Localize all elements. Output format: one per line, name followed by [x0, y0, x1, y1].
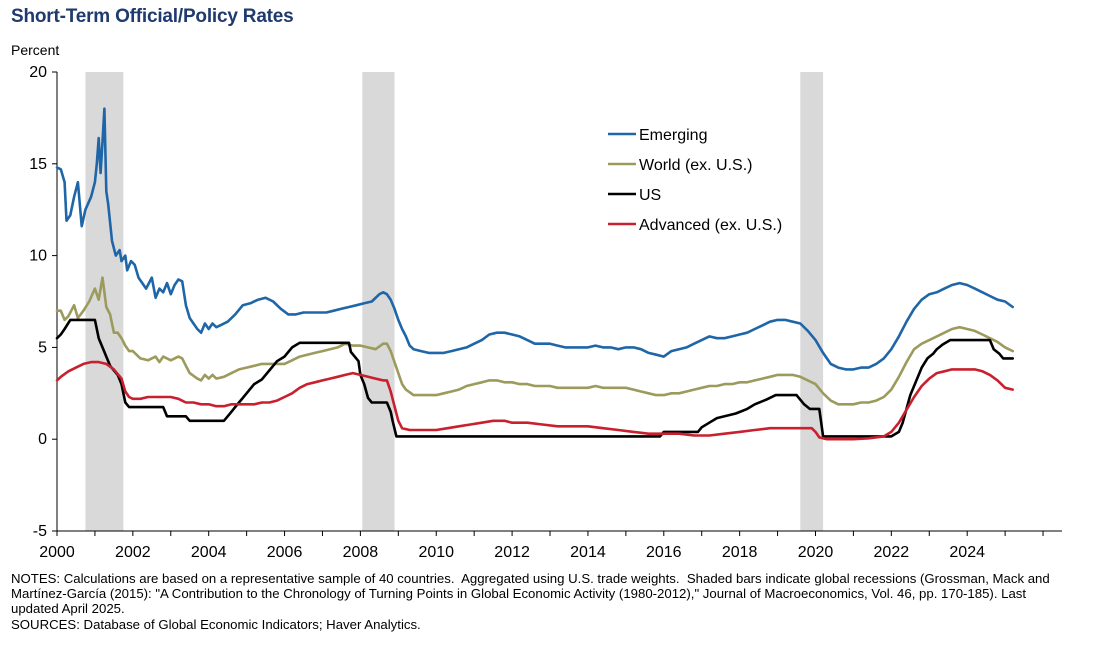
sources-text: SOURCES: Database of Global Economic Ind…	[11, 616, 421, 632]
x-tick-label: 2004	[191, 544, 227, 561]
y-tick-label: -5	[33, 523, 47, 540]
y-tick-label: 15	[29, 156, 47, 173]
y-tick-label: 10	[29, 248, 47, 265]
series-line-world-ex-u-s	[55, 276, 1014, 406]
series-line-us	[55, 318, 1014, 438]
y-axis-label: Percent	[11, 42, 60, 58]
line-chart: -5 0 5 10 15 20 2000 2002 2004 2006 2008 2010 2012 20…	[29, 64, 1062, 561]
x-tick-label: 2014	[570, 544, 606, 561]
chart-title: Short-Term Official/Policy Rates	[11, 6, 294, 27]
x-tick-label: 2020	[798, 544, 834, 561]
y-tick-label: 5	[38, 339, 47, 356]
notes-text: NOTES: Calculations are based on a repre…	[11, 571, 1054, 617]
series-line-emerging	[55, 107, 1014, 371]
x-tick-label: 2016	[646, 544, 682, 561]
x-tick-label: 2002	[115, 544, 151, 561]
x-tick-label: 2018	[722, 544, 758, 561]
x-tick-label: 2022	[874, 544, 910, 561]
x-tick-label: 2006	[267, 544, 303, 561]
notes-block: NOTES: Calculations are based on a repre…	[11, 571, 1071, 632]
x-tick-label: 2024	[949, 544, 985, 561]
recession-bar	[800, 72, 824, 531]
x-tick-label: 2000	[39, 544, 75, 561]
y-tick-label: 0	[38, 431, 47, 448]
x-tick-label: 2012	[494, 544, 530, 561]
x-tick-label: 2010	[418, 544, 454, 561]
legend-label: World (ex. U.S.)	[639, 157, 753, 174]
x-tick-label: 2008	[343, 544, 379, 561]
series-line-advanced-ex-u-s	[55, 360, 1014, 441]
legend-label: Emerging	[639, 127, 707, 144]
legend-label: Advanced (ex. U.S.)	[639, 217, 782, 234]
legend-label: US	[639, 187, 661, 204]
y-tick-label: 20	[29, 64, 47, 81]
